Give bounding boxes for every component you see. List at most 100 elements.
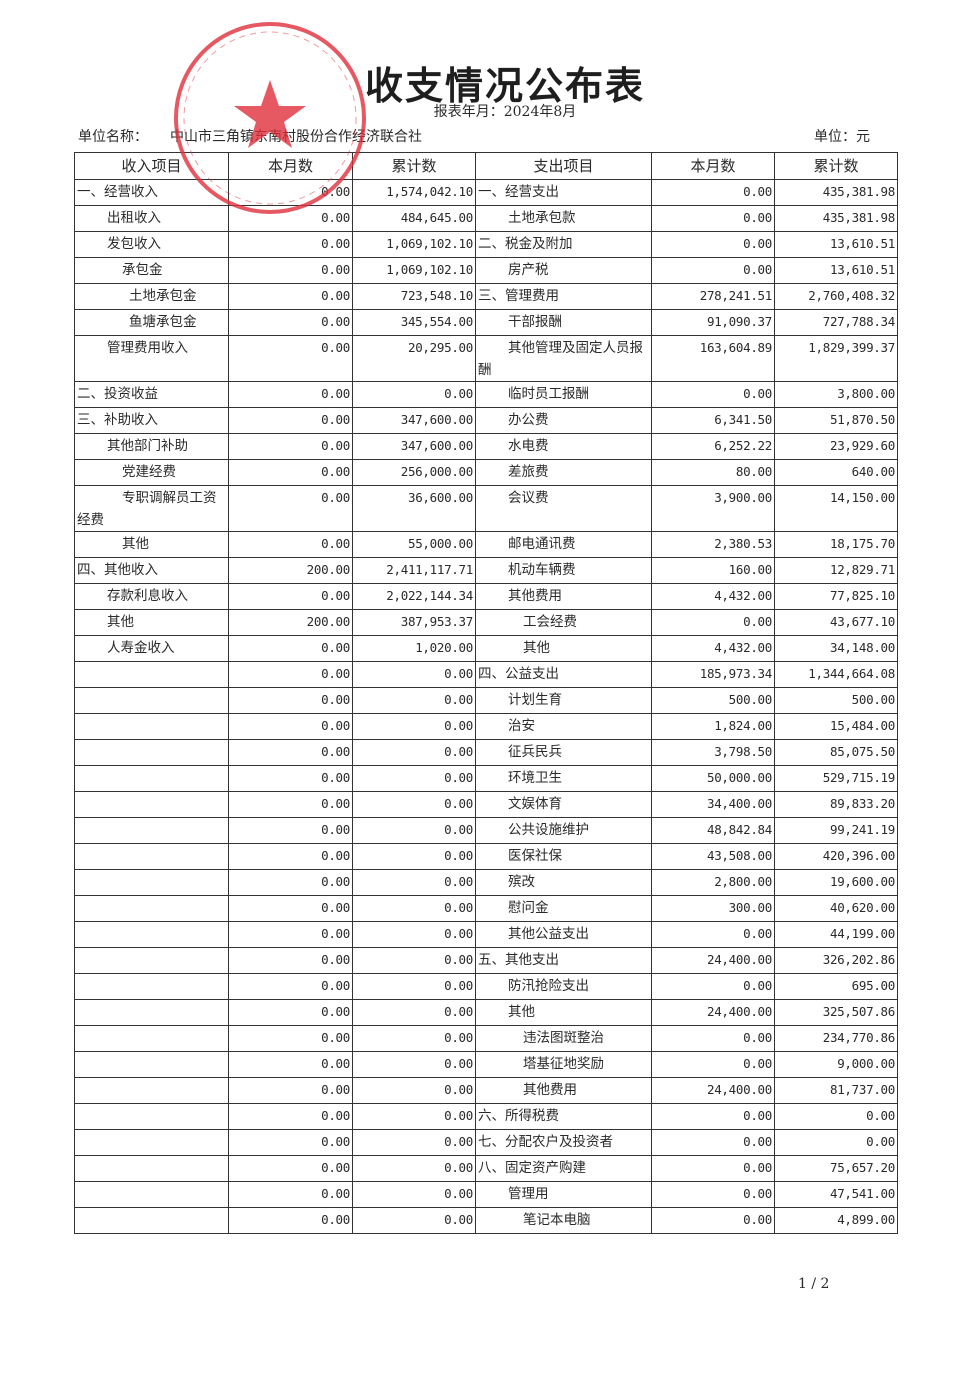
expense-total-cell: 529,715.19 [774, 765, 898, 792]
income-item-cell [74, 1129, 229, 1156]
income-total-cell: 2,411,117.71 [352, 557, 476, 584]
income-total-cell: 0.00 [352, 713, 476, 740]
expense-total-cell: 34,148.00 [774, 635, 898, 662]
table-row: 四、其他收入 200.00 2,411,117.71 机动车辆费 160.00 12,82… [74, 557, 898, 584]
expense-month-cell: 4,432.00 [651, 583, 775, 610]
expense-month-cell: 300.00 [651, 895, 775, 922]
income-item-cell [74, 1051, 229, 1078]
income-month-cell: 0.00 [228, 1077, 353, 1104]
income-total-cell: 347,600.00 [352, 407, 476, 434]
expense-item-cell: 塔基征地奖励 [475, 1051, 652, 1078]
table-row: 0.00 0.00 征兵民兵 3,798.50 85,075.50 [74, 739, 898, 766]
income-item-cell: 其他 [74, 531, 229, 558]
table-row: 0.00 0.00 文娱体育 34,400.00 89,833.20 [74, 791, 898, 818]
expense-item-cell: 房产税 [475, 257, 652, 284]
expense-month-cell: 0.00 [651, 609, 775, 636]
expense-month-cell: 34,400.00 [651, 791, 775, 818]
income-total-cell: 2,022,144.34 [352, 583, 476, 610]
income-total-cell: 0.00 [352, 973, 476, 1000]
income-total-cell: 0.00 [352, 1155, 476, 1182]
expense-total-cell: 1,829,399.37 [774, 335, 898, 382]
expense-month-cell: 91,090.37 [651, 309, 775, 336]
expense-total-cell: 325,507.86 [774, 999, 898, 1026]
income-item-cell: 出租收入 [74, 205, 229, 232]
income-month-cell: 0.00 [228, 999, 353, 1026]
income-month-cell: 0.00 [228, 1129, 353, 1156]
expense-month-cell: 4,432.00 [651, 635, 775, 662]
income-item-cell [74, 1103, 229, 1130]
table-row: 0.00 0.00 计划生育 500.00 500.00 [74, 687, 898, 714]
income-total-cell: 0.00 [352, 1051, 476, 1078]
expense-month-cell: 2,380.53 [651, 531, 775, 558]
expense-month-cell: 2,800.00 [651, 869, 775, 896]
table-row: 专职调解员工资经费 0.00 36,600.00 会议费 3,900.00 14,150.… [74, 485, 898, 532]
table-row: 三、补助收入 0.00 347,600.00 办公费 6,341.50 51,870.50 [74, 407, 898, 434]
expense-total-cell: 695.00 [774, 973, 898, 1000]
expense-item-cell: 防汛抢险支出 [475, 973, 652, 1000]
table-row: 0.00 0.00 四、公益支出 185,973.34 1,344,664.08 [74, 661, 898, 688]
expense-month-cell: 278,241.51 [651, 283, 775, 310]
income-total-cell: 1,069,102.10 [352, 231, 476, 258]
income-item-cell: 党建经费 [74, 459, 229, 486]
income-item-cell: 三、补助收入 [74, 407, 229, 434]
table-row: 0.00 0.00 八、固定资产购建 0.00 75,657.20 [74, 1155, 898, 1182]
income-month-cell: 0.00 [228, 713, 353, 740]
table-row: 存款利息收入 0.00 2,022,144.34 其他费用 4,432.00 77,825… [74, 583, 898, 610]
expense-month-cell: 185,973.34 [651, 661, 775, 688]
income-item-cell: 人寿金收入 [74, 635, 229, 662]
table-row: 党建经费 0.00 256,000.00 差旅费 80.00 640.00 [74, 459, 898, 486]
report-period: 报表年月：2024年8月 [433, 104, 577, 120]
income-month-cell: 0.00 [228, 309, 353, 336]
income-item-cell [74, 869, 229, 896]
expense-total-cell: 14,150.00 [774, 485, 898, 532]
table-row: 0.00 0.00 六、所得税费 0.00 0.00 [74, 1103, 898, 1130]
expense-month-cell: 48,842.84 [651, 817, 775, 844]
income-item-cell: 二、投资收益 [74, 381, 229, 408]
income-total-cell: 0.00 [352, 687, 476, 714]
expense-month-cell: 0.00 [651, 1051, 775, 1078]
table-row: 0.00 0.00 其他 24,400.00 325,507.86 [74, 999, 898, 1026]
expense-total-cell: 420,396.00 [774, 843, 898, 870]
income-month-cell: 0.00 [228, 921, 353, 948]
page-title: 收支情况公布表 [364, 63, 645, 108]
income-item-cell [74, 739, 229, 766]
expense-total-cell: 77,825.10 [774, 583, 898, 610]
income-total-cell: 0.00 [352, 1181, 476, 1208]
income-month-cell: 200.00 [228, 609, 353, 636]
expense-item-cell: 八、固定资产购建 [475, 1155, 652, 1182]
expense-total-cell: 435,381.98 [774, 179, 898, 206]
income-month-cell: 0.00 [228, 433, 353, 460]
income-item-cell [74, 1155, 229, 1182]
expense-total-cell: 2,760,408.32 [774, 283, 898, 310]
expense-month-cell: 0.00 [651, 381, 775, 408]
table-row: 0.00 0.00 防汛抢险支出 0.00 695.00 [74, 973, 898, 1000]
income-item-cell [74, 817, 229, 844]
income-item-cell: 其他 [74, 609, 229, 636]
income-month-cell: 0.00 [228, 335, 353, 382]
expense-total-cell: 1,344,664.08 [774, 661, 898, 688]
expense-month-cell: 80.00 [651, 459, 775, 486]
income-item-cell: 专职调解员工资经费 [74, 485, 229, 532]
income-item-cell [74, 687, 229, 714]
expense-total-cell: 500.00 [774, 687, 898, 714]
currency-unit: 单位：元 [814, 129, 870, 145]
expense-month-cell: 0.00 [651, 205, 775, 232]
expense-month-cell: 0.00 [651, 1025, 775, 1052]
income-item-cell [74, 713, 229, 740]
expense-total-cell: 51,870.50 [774, 407, 898, 434]
expense-item-cell: 计划生育 [475, 687, 652, 714]
expense-total-cell: 13,610.51 [774, 257, 898, 284]
income-month-cell: 0.00 [228, 739, 353, 766]
table-row: 一、经营收入 0.00 1,574,042.10 一、经营支出 0.00 435,381.… [74, 179, 898, 206]
col-expense-item: 支出项目 [475, 152, 652, 180]
expense-item-cell: 征兵民兵 [475, 739, 652, 766]
expense-item-cell: 其他 [475, 635, 652, 662]
expense-item-cell: 其他 [475, 999, 652, 1026]
expense-total-cell: 47,541.00 [774, 1181, 898, 1208]
expense-month-cell: 0.00 [651, 1181, 775, 1208]
expense-item-cell: 治安 [475, 713, 652, 740]
income-month-cell: 0.00 [228, 257, 353, 284]
income-total-cell: 0.00 [352, 1207, 476, 1234]
income-total-cell: 0.00 [352, 947, 476, 974]
expense-item-cell: 慰问金 [475, 895, 652, 922]
